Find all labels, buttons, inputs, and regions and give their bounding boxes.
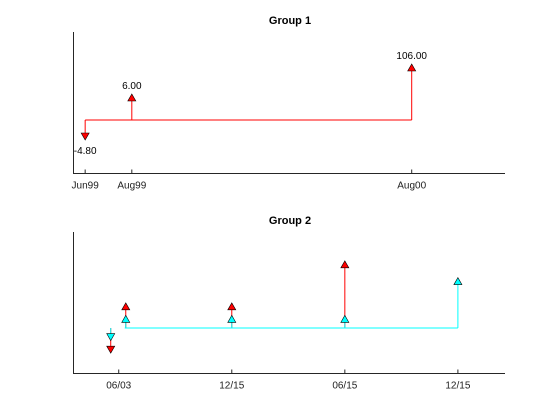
axes-frame (73, 32, 505, 174)
x-tick-label: Aug00 (397, 181, 426, 192)
x-ticks: Jun99 Aug99 Aug00 (72, 169, 427, 192)
cash-flow-arrow (127, 93, 137, 120)
chart-title: Group 1 (269, 15, 311, 27)
cash-flow-arrow (80, 120, 90, 141)
cash-flows: -4.80 6.00 106.00 (74, 51, 428, 157)
cash-flow-arrow (121, 314, 131, 328)
x-tick-label: 12/15 (219, 381, 244, 392)
cash-flow-arrow (227, 314, 237, 328)
x-tick-label: Jun99 (72, 181, 100, 192)
cash-flow-label: 106.00 (396, 51, 427, 62)
group-2-chart: Group 2 06/03 12/15 06/15 12/15 (73, 215, 505, 392)
cash-flow-label: -4.80 (74, 146, 97, 157)
cash-flow-arrow (407, 63, 417, 120)
cash-flow-arrow (340, 314, 350, 328)
x-tick-label: Aug99 (117, 181, 146, 192)
x-tick-label: 06/15 (332, 381, 357, 392)
x-tick-label: 06/03 (106, 381, 131, 392)
x-tick-label: 12/15 (445, 381, 470, 392)
cash-flow-arrow (453, 276, 463, 328)
cash-flow-arrow (106, 328, 116, 342)
chart-title: Group 2 (269, 215, 311, 227)
axes-frame (73, 232, 505, 374)
cash-flows (106, 260, 463, 354)
group-1-chart: Group 1 Jun99 Aug99 Aug00 -4.80 6.00 106.00 (72, 15, 505, 192)
x-ticks: 06/03 12/15 06/15 12/15 (106, 369, 471, 392)
cash-flow-label: 6.00 (122, 81, 142, 92)
